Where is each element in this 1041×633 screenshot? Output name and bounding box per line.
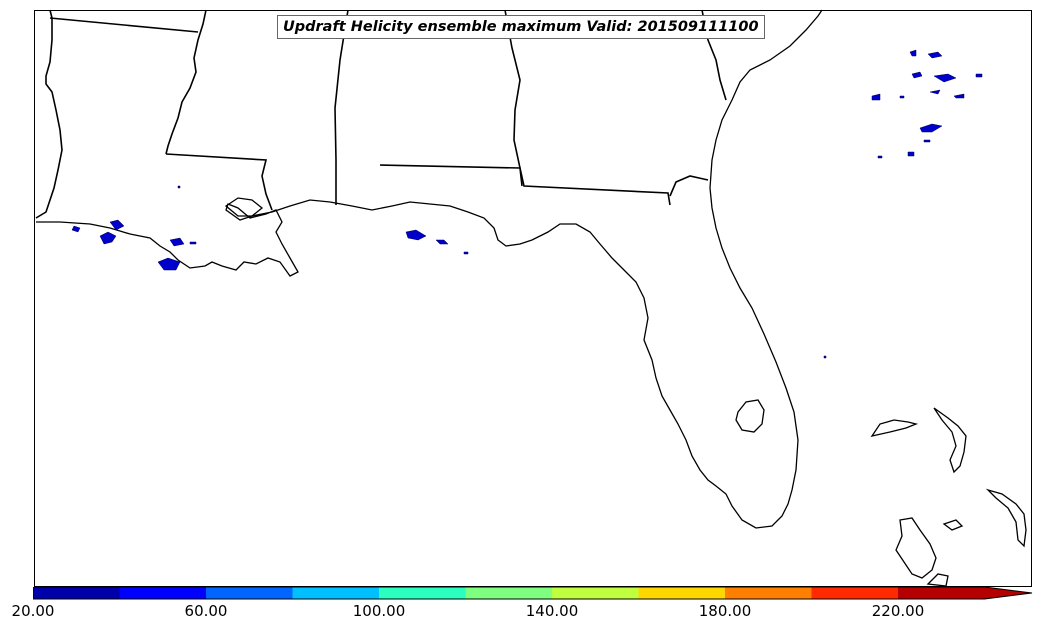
helicity-blob xyxy=(877,155,883,159)
helicity-blob xyxy=(405,229,427,241)
state-border-ms-river xyxy=(165,9,207,155)
helicity-blob xyxy=(911,71,923,79)
colorbar xyxy=(33,587,1033,600)
helicity-blob xyxy=(169,237,185,247)
helicity-blob xyxy=(823,355,827,359)
cuba-isle xyxy=(895,517,937,579)
colorbar-outline xyxy=(33,587,1033,600)
helicity-blob xyxy=(189,241,197,245)
colorbar-segment xyxy=(552,587,639,599)
helicity-blob xyxy=(975,73,983,78)
bahamas-small xyxy=(942,519,964,531)
colorbar-segment xyxy=(292,587,380,599)
lake-okeechobee xyxy=(735,399,765,433)
helicity-blob xyxy=(909,49,917,57)
colorbar-tick-label: 100.00 xyxy=(352,602,406,620)
colorbar-segment xyxy=(898,587,1032,599)
helicity-blob xyxy=(953,93,965,99)
helicity-blob xyxy=(157,257,181,271)
helicity-blob xyxy=(919,123,943,133)
map-title: Updraft Helicity ensemble maximum Valid:… xyxy=(277,15,765,39)
bahamas-eleuthera xyxy=(985,488,1027,548)
state-border-ms-al xyxy=(334,9,349,205)
coastline-gulf xyxy=(36,9,823,529)
colorbar-segment xyxy=(725,587,812,599)
state-border-fl-ga-east xyxy=(669,175,709,197)
helicity-blob xyxy=(923,139,931,143)
bahamas-andros xyxy=(870,419,919,437)
state-border-la-west xyxy=(35,9,63,219)
helicity-blob xyxy=(463,251,469,255)
colorbar-segment xyxy=(465,587,553,599)
colorbar-tick-label: 60.00 xyxy=(184,602,228,620)
bahamas-abaco xyxy=(933,407,967,474)
state-border-ar xyxy=(49,17,199,33)
helicity-blob xyxy=(71,225,81,233)
state-border-fl-al xyxy=(379,164,671,206)
helicity-blob xyxy=(871,93,881,101)
helicity-blob xyxy=(177,185,181,189)
helicity-blob xyxy=(927,51,943,59)
colorbar-segment xyxy=(811,587,899,599)
helicity-blob xyxy=(435,239,449,245)
helicity-blob xyxy=(929,89,941,95)
colorbar-tick-label: 20.00 xyxy=(11,602,55,620)
helicity-blob xyxy=(99,231,117,245)
colorbar-tick-label: 140.00 xyxy=(525,602,579,620)
lake-pontchartrain xyxy=(224,197,264,217)
helicity-blob xyxy=(109,219,125,231)
cuba-north xyxy=(926,573,949,587)
colorbar-segment xyxy=(638,587,726,599)
colorbar-segment xyxy=(379,587,466,599)
helicity-blob xyxy=(899,95,905,99)
colorbar-segment xyxy=(33,587,120,599)
state-border-ms-la xyxy=(165,153,273,211)
colorbar-segment xyxy=(206,587,293,599)
colorbar-tick-label: 180.00 xyxy=(698,602,752,620)
helicity-blob xyxy=(933,73,957,83)
map-frame xyxy=(34,10,1032,587)
colorbar-tick-label: 220.00 xyxy=(871,602,925,620)
helicity-blob xyxy=(907,151,915,157)
colorbar-segment xyxy=(119,587,207,599)
